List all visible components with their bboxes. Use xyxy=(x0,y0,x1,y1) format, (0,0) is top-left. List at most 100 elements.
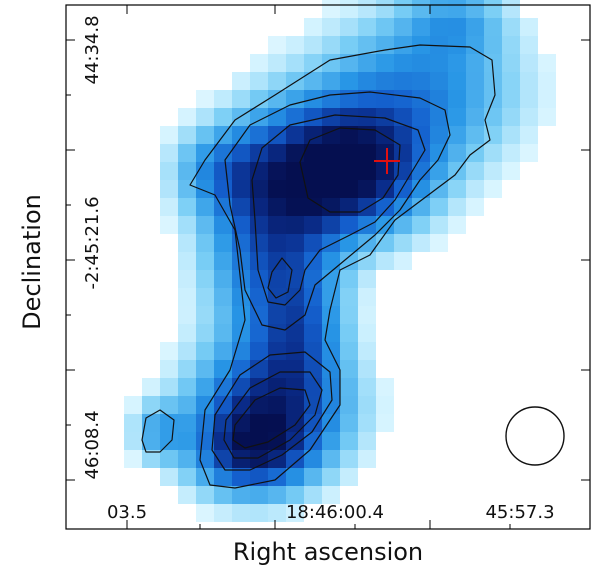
intensity-pixel xyxy=(340,342,358,360)
intensity-pixel xyxy=(430,72,448,90)
intensity-pixel xyxy=(358,216,376,234)
intensity-pixel xyxy=(412,72,430,90)
intensity-pixel xyxy=(268,36,286,54)
intensity-pixel xyxy=(376,54,394,72)
intensity-pixel xyxy=(376,414,394,432)
intensity-pixel xyxy=(196,486,214,504)
intensity-pixel xyxy=(538,90,556,108)
intensity-pixel xyxy=(124,432,142,450)
intensity-pixel xyxy=(538,72,556,90)
intensity-pixel xyxy=(322,216,340,234)
intensity-pixel xyxy=(178,126,196,144)
intensity-pixel xyxy=(160,126,178,144)
intensity-pixel xyxy=(268,216,286,234)
intensity-pixel xyxy=(250,72,268,90)
intensity-pixel xyxy=(286,234,304,252)
intensity-pixel xyxy=(376,396,394,414)
intensity-pixel xyxy=(286,198,304,216)
intensity-pixel xyxy=(466,0,484,18)
intensity-pixel xyxy=(232,360,250,378)
intensity-pixel xyxy=(520,108,538,126)
intensity-pixel xyxy=(520,72,538,90)
intensity-pixel xyxy=(358,18,376,36)
intensity-pixel xyxy=(196,396,214,414)
intensity-pixel xyxy=(358,270,376,288)
contour-level-4 xyxy=(299,127,401,213)
intensity-pixel xyxy=(304,468,322,486)
intensity-pixel xyxy=(214,468,232,486)
intensity-pixel xyxy=(322,144,340,162)
intensity-pixel xyxy=(214,108,232,126)
x-axis-title: Right ascension xyxy=(233,538,423,566)
intensity-pixel xyxy=(304,54,322,72)
intensity-pixel xyxy=(358,414,376,432)
contour-outer-main xyxy=(189,44,496,489)
intensity-pixel xyxy=(430,198,448,216)
intensity-pixel xyxy=(178,450,196,468)
intensity-pixel xyxy=(160,198,178,216)
intensity-pixel xyxy=(322,468,340,486)
intensity-pixel xyxy=(394,0,412,18)
intensity-pixel xyxy=(214,414,232,432)
intensity-pixel xyxy=(304,288,322,306)
intensity-pixel xyxy=(340,144,358,162)
intensity-pixel xyxy=(268,252,286,270)
intensity-pixel xyxy=(394,54,412,72)
contour-lower-mid xyxy=(223,371,323,459)
intensity-pixel xyxy=(376,198,394,216)
intensity-pixel xyxy=(232,90,250,108)
intensity-pixel xyxy=(340,234,358,252)
intensity-pixel xyxy=(304,108,322,126)
intensity-pixel xyxy=(340,378,358,396)
intensity-pixel xyxy=(286,144,304,162)
plot-frame xyxy=(65,4,591,530)
intensity-pixel xyxy=(322,306,340,324)
intensity-pixel xyxy=(412,18,430,36)
intensity-pixel xyxy=(340,126,358,144)
intensity-pixel xyxy=(286,108,304,126)
intensity-pixel xyxy=(214,162,232,180)
intensity-pixel xyxy=(196,180,214,198)
intensity-pixel xyxy=(502,36,520,54)
intensity-pixel xyxy=(466,36,484,54)
intensity-pixel xyxy=(376,0,394,18)
intensity-pixel xyxy=(142,378,160,396)
contour-lower-inner xyxy=(232,387,311,449)
intensity-pixel xyxy=(250,288,268,306)
intensity-pixel xyxy=(502,18,520,36)
intensity-pixel xyxy=(304,198,322,216)
intensity-pixel xyxy=(394,234,412,252)
intensity-pixel xyxy=(304,144,322,162)
intensity-pixel xyxy=(268,144,286,162)
intensity-pixel xyxy=(448,72,466,90)
intensity-pixel xyxy=(358,162,376,180)
intensity-pixel xyxy=(250,108,268,126)
intensity-pixel xyxy=(232,198,250,216)
intensity-pixel xyxy=(466,180,484,198)
intensity-pixel xyxy=(232,468,250,486)
intensity-pixel xyxy=(214,270,232,288)
intensity-pixel xyxy=(304,306,322,324)
intensity-pixel xyxy=(196,378,214,396)
intensity-pixel xyxy=(178,486,196,504)
intensity-pixel xyxy=(268,306,286,324)
y-axis-title: Declination xyxy=(18,194,46,330)
intensity-pixel xyxy=(286,450,304,468)
intensity-pixel xyxy=(340,360,358,378)
intensity-pixel xyxy=(286,288,304,306)
intensity-pixel xyxy=(286,72,304,90)
intensity-pixel xyxy=(196,360,214,378)
intensity-pixel xyxy=(340,18,358,36)
y-tick-label-bottom: 46:08.4 xyxy=(82,410,103,479)
intensity-pixel xyxy=(358,432,376,450)
intensity-pixel xyxy=(178,468,196,486)
intensity-pixel xyxy=(412,234,430,252)
intensity-pixel xyxy=(340,180,358,198)
intensity-pixel xyxy=(268,414,286,432)
y-tick-label-top: 44:34.8 xyxy=(82,15,103,84)
intensity-pixel xyxy=(322,234,340,252)
intensity-pixel xyxy=(196,450,214,468)
intensity-pixel xyxy=(448,0,466,18)
intensity-pixel xyxy=(232,180,250,198)
intensity-pixel xyxy=(286,162,304,180)
